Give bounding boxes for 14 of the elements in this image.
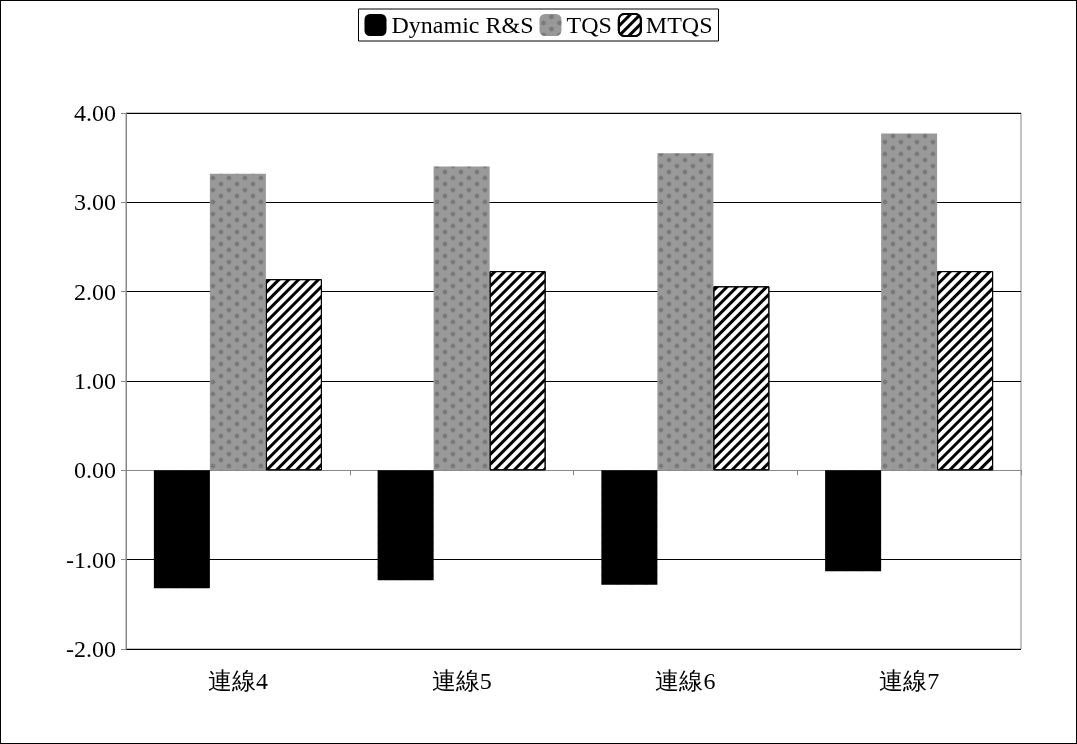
- y-tick-label: 0.00: [74, 457, 116, 484]
- legend-label: Dynamic R&S: [391, 12, 534, 38]
- y-tick-label: -2.00: [66, 636, 116, 662]
- y-tick-label: -1.00: [66, 546, 116, 573]
- x-tick-label: 連線4: [207, 668, 268, 694]
- y-tick-label: 1.00: [74, 368, 116, 394]
- y-tick-label: 3.00: [74, 189, 116, 216]
- x-tick-label: 連線6: [655, 668, 716, 694]
- legend-label: MTQS: [645, 12, 713, 38]
- x-tick-label: 連線5: [431, 668, 492, 694]
- x-tick-label: 連線7: [879, 668, 940, 694]
- legend-label: TQS: [566, 12, 612, 38]
- y-tick-label: 2.00: [74, 278, 116, 305]
- y-tick-label: 4.00: [74, 100, 116, 126]
